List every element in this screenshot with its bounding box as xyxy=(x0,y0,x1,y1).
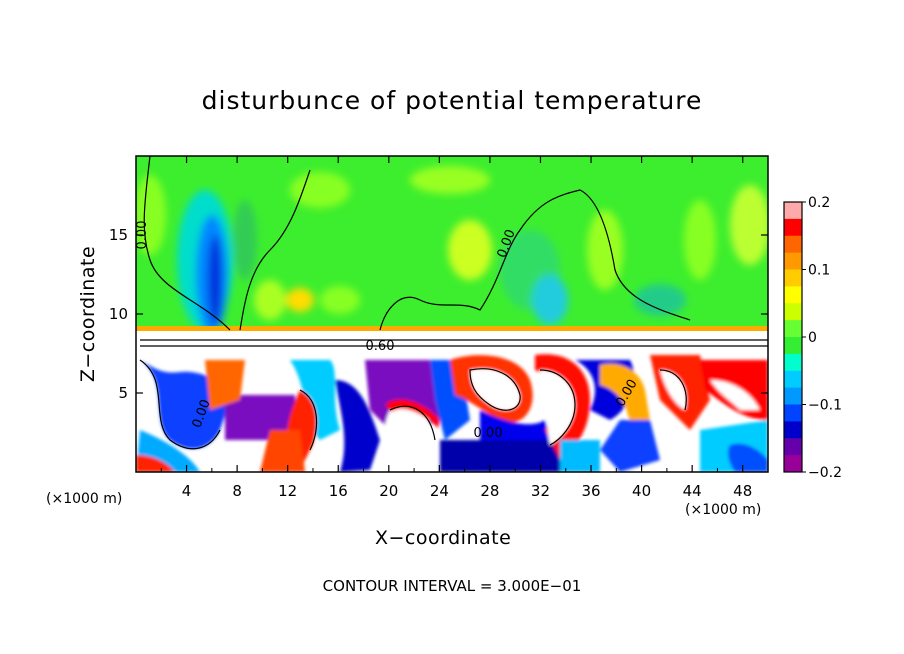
colorbar-swatch xyxy=(784,235,802,254)
x-axis-ticks: 4 8 12 16 20 24 28 32 36 40 44 48 xyxy=(160,156,752,500)
colorbar-swatch xyxy=(784,286,802,304)
contour-line xyxy=(469,368,521,411)
colorbar-swatch xyxy=(784,387,802,405)
colorbar-swatch xyxy=(784,438,802,456)
upper-layer-variations xyxy=(136,166,768,335)
colorbar-swatch xyxy=(784,421,802,439)
y-tick-label: 5 xyxy=(118,384,128,402)
y-tick-label: 10 xyxy=(109,305,128,323)
heatmap-field xyxy=(136,156,768,472)
contour-label: 0.60 xyxy=(366,339,395,354)
y-axis-label: Z−coordinate xyxy=(77,245,99,383)
lower-layer-variations xyxy=(136,354,768,472)
x-tick-label: 12 xyxy=(278,482,297,500)
contour-line xyxy=(143,156,231,331)
x-tick-label: 16 xyxy=(329,482,348,500)
colorbar-swatch xyxy=(784,252,802,270)
contour-line xyxy=(389,405,436,441)
contour-line xyxy=(539,369,576,446)
contour-lines xyxy=(139,156,768,451)
colorbar-swatch xyxy=(784,455,802,473)
colorbar-swatch xyxy=(784,320,802,338)
x-tick-label: 36 xyxy=(581,482,600,500)
x-tick-label: 32 xyxy=(531,482,550,500)
colorbar-swatch xyxy=(784,269,802,287)
colorbar-swatch xyxy=(784,202,802,220)
contour-line xyxy=(239,169,311,331)
colorbar-tick-label: 0.1 xyxy=(808,263,830,279)
x-tick-label: 28 xyxy=(480,482,499,500)
y-axis-ticks: 5 10 15 xyxy=(109,226,768,402)
contour-line xyxy=(379,189,691,331)
x-tick-label: 48 xyxy=(733,482,752,500)
colorbar-tick-label: 0 xyxy=(808,330,817,346)
x-axis-label: X−coordinate xyxy=(375,527,512,549)
x-unit-note-right: (×1000 m) xyxy=(685,502,762,518)
chart-title: disturbunce of potential temperature xyxy=(201,86,703,115)
x-tick-label: 40 xyxy=(632,482,651,500)
x-tick-label: 20 xyxy=(379,482,398,500)
colorbar-swatch xyxy=(784,404,802,422)
colorbar-swatch xyxy=(784,303,802,321)
contour-line xyxy=(299,389,318,451)
x-tick-label: 8 xyxy=(232,482,242,500)
contour-line xyxy=(659,369,687,411)
contour-line xyxy=(139,359,221,450)
x-tick-label: 24 xyxy=(430,482,449,500)
colorbar-tick-label: 0.2 xyxy=(808,195,830,211)
y-tick-label: 15 xyxy=(109,226,128,244)
colorbar-tick-label: −0.2 xyxy=(808,465,842,481)
colorbar-swatch xyxy=(784,337,802,355)
x-tick-label: 44 xyxy=(683,482,702,500)
contour-interval-note: CONTOUR INTERVAL = 3.000E−01 xyxy=(322,577,582,595)
contour-label: 0.00 xyxy=(474,426,503,441)
colorbar-swatch xyxy=(784,353,802,372)
colorbar-tick-label: −0.1 xyxy=(808,398,842,414)
x-unit-note-left: (×1000 m) xyxy=(46,491,123,507)
colorbar: 0.2 0.1 0 −0.1 −0.2 xyxy=(783,195,842,481)
colorbar-swatch xyxy=(784,370,802,389)
x-tick-label: 4 xyxy=(182,482,192,500)
colorbar-swatch xyxy=(784,218,802,237)
